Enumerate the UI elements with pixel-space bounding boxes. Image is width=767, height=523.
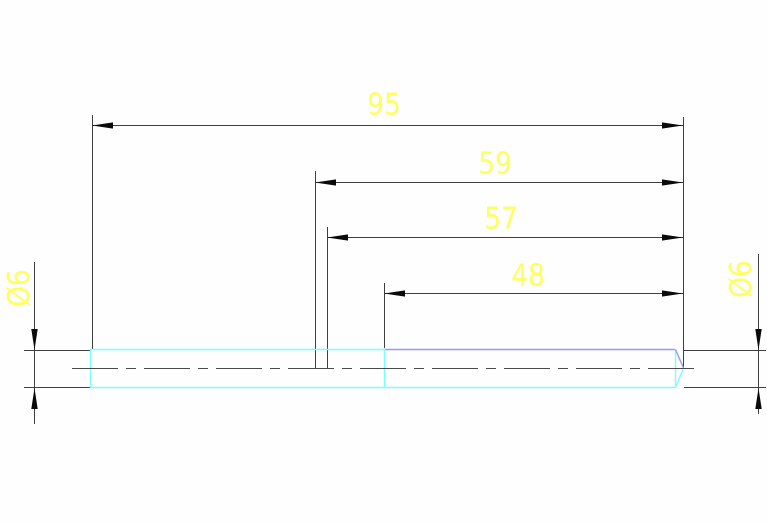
- arrowhead-95-left: [92, 122, 113, 129]
- dimension-text-dia-left: Ø6: [2, 269, 37, 307]
- arrowhead-95-right: [662, 122, 683, 129]
- arrowhead-dia-right-top: [755, 329, 762, 350]
- arrowhead-dia-left-top: [31, 329, 38, 350]
- dimension-text-57: 57: [484, 201, 518, 237]
- arrowhead-dia-right-bottom: [755, 388, 762, 409]
- part-tip-chamfer-top: [674, 349, 685, 369]
- dimension-text-dia-right: Ø6: [724, 260, 759, 298]
- arrowhead-48-left: [384, 290, 405, 297]
- arrowhead-59-left: [315, 179, 336, 186]
- dimension-text-48: 48: [511, 258, 545, 294]
- arrowhead-57-right: [662, 234, 683, 241]
- arrowhead-57-left: [327, 234, 348, 241]
- arrowhead-59-right: [662, 179, 683, 186]
- dimension-text-95: 95: [367, 87, 401, 123]
- arrowhead-48-right: [662, 290, 683, 297]
- part-tip-chamfer-bottom: [674, 367, 685, 388]
- arrowhead-dia-left-bottom: [31, 388, 38, 409]
- dimension-text-59: 59: [478, 146, 512, 182]
